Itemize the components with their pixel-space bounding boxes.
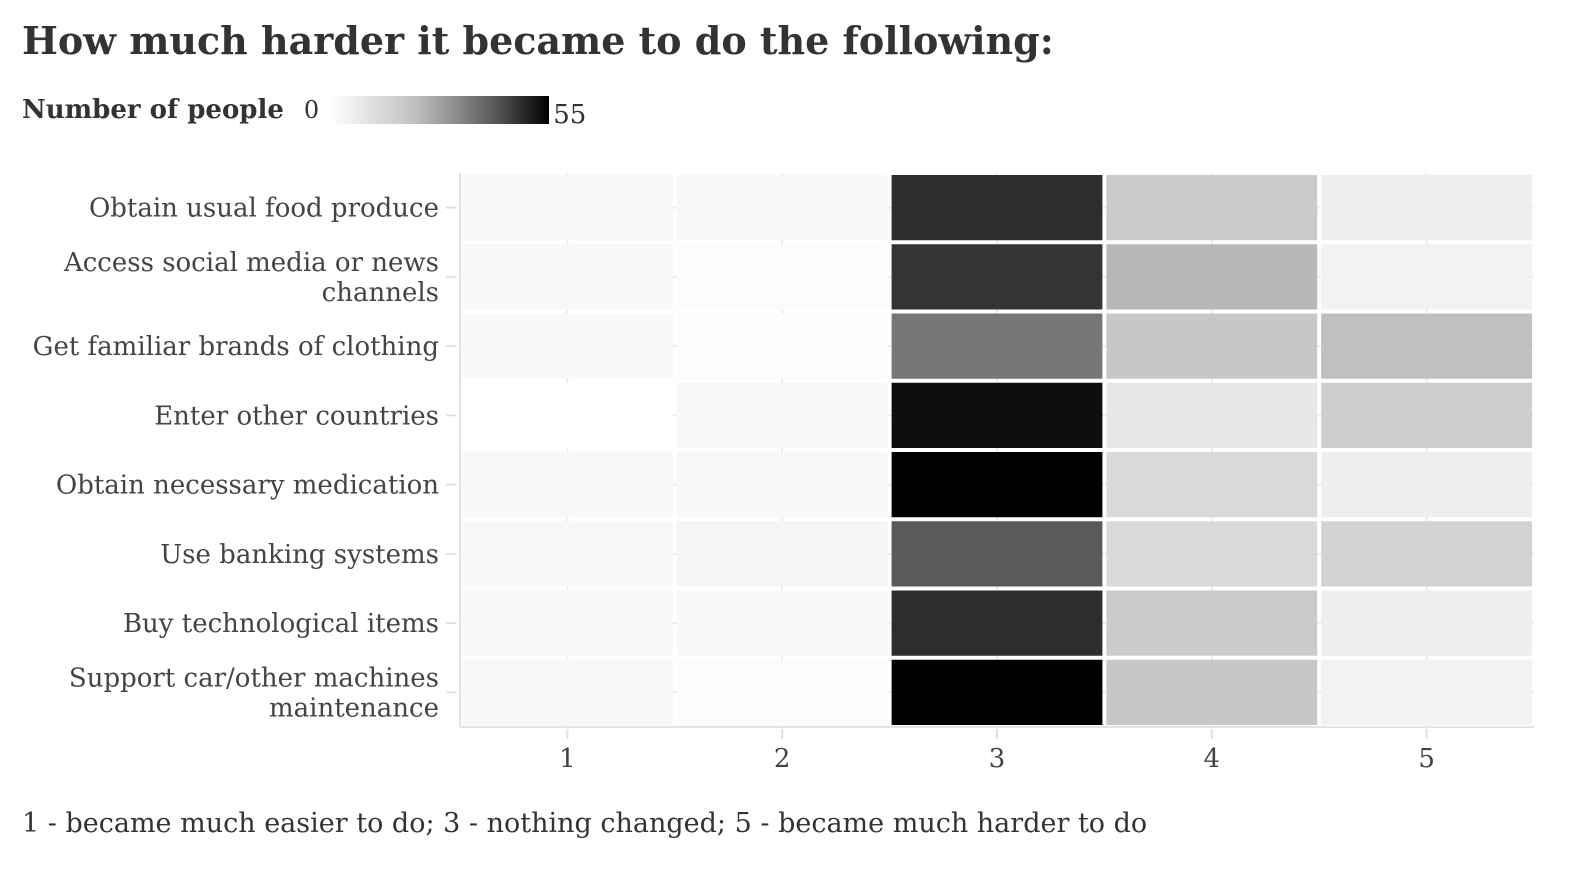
heatmap-cell [1106, 452, 1318, 518]
heatmap-plot: Obtain usual food produce Access social m… [33, 173, 1534, 774]
heatmap-cell [1106, 175, 1318, 241]
heatmap-cell [462, 382, 673, 448]
heatmap-cell [1321, 175, 1532, 241]
chart-caption: 1 - became much easier to do; 3 - nothin… [22, 808, 1148, 839]
legend-min-label: 0 [303, 96, 320, 124]
y-tick-label: Obtain usual food produce [89, 194, 439, 224]
heatmap-cell [1321, 659, 1532, 725]
heatmap-cell [1321, 452, 1532, 518]
heatmap-cell [891, 244, 1103, 310]
heatmap-cell [1106, 244, 1318, 310]
y-tick-label: Support car/other machines [69, 663, 439, 693]
y-tick-label: Obtain necessary medication [56, 471, 439, 501]
heatmap-cell [462, 244, 673, 310]
heatmap-cell [1106, 382, 1318, 448]
heatmap-cell [676, 590, 888, 656]
heatmap-cell [676, 452, 888, 518]
heatmap-cell [676, 659, 888, 725]
heatmap-cell [676, 175, 888, 241]
heatmap-cell [1321, 590, 1532, 656]
y-tick-label: Get familiar brands of clothing [33, 332, 439, 362]
heatmap-cell [891, 452, 1103, 518]
y-tick-label: channels [322, 278, 439, 308]
x-tick-label: 4 [1204, 744, 1221, 774]
heatmap-cell [462, 521, 673, 587]
x-tick-label: 5 [1418, 744, 1435, 774]
heatmap-cell [462, 659, 673, 725]
color-legend: Number of people 0 55 [22, 88, 586, 132]
legend-color-gradient [331, 96, 550, 124]
heatmap-cell [891, 590, 1103, 656]
heatmap-cell [891, 521, 1103, 587]
heatmap-cell [676, 382, 888, 448]
heatmap-cell [1321, 521, 1532, 587]
x-tick-label: 1 [559, 744, 576, 774]
heatmap-cell [891, 175, 1103, 241]
heatmap-cell [1321, 313, 1532, 379]
y-tick-label: Use banking systems [160, 540, 439, 570]
y-tick-label: maintenance [269, 693, 439, 723]
y-tick-label: Buy technological items [123, 609, 439, 639]
heatmap-cell [462, 313, 673, 379]
x-tick-label: 3 [989, 744, 1006, 774]
heatmap-cell [1106, 590, 1318, 656]
heatmap-cell [1321, 244, 1532, 310]
heatmap-cell [891, 313, 1103, 379]
heatmap-cell [676, 313, 888, 379]
heatmap-cell [676, 244, 888, 310]
heatmap-cell [891, 659, 1103, 725]
heatmap-cell [462, 590, 673, 656]
heatmap-cell [462, 452, 673, 518]
y-tick-label: Enter other countries [154, 401, 439, 431]
heatmap-cell [891, 382, 1103, 448]
heatmap-cell [676, 521, 888, 587]
heatmap-cell [1106, 659, 1318, 725]
heatmap-cell [1106, 521, 1318, 587]
heatmap-cell [1106, 313, 1318, 379]
legend-title: Number of people [22, 95, 284, 125]
chart-title: How much harder it became to do the foll… [22, 18, 1054, 63]
x-tick-label: 2 [774, 744, 791, 774]
heatmap-cell [462, 175, 673, 241]
legend-max-label: 55 [553, 100, 587, 130]
y-tick-label: Access social media or news [63, 248, 439, 278]
heatmap-cell [1321, 382, 1532, 448]
